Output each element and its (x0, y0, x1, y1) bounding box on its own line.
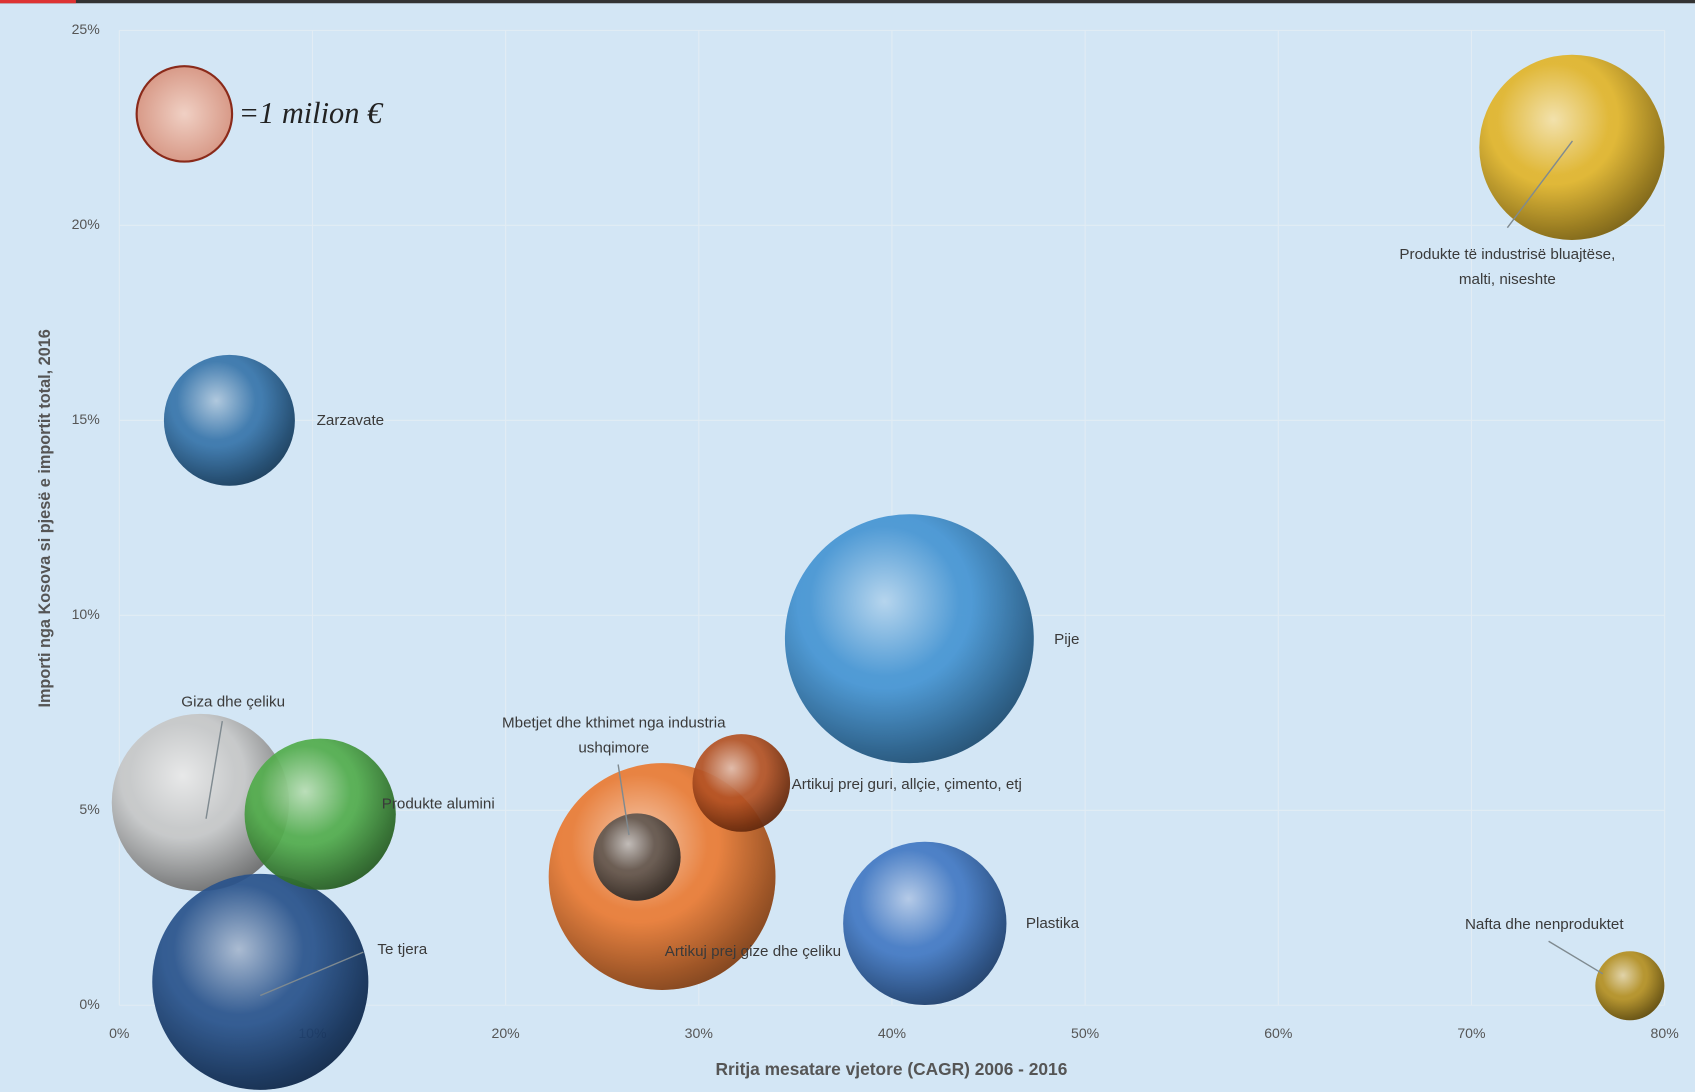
bubble-group (152, 873, 369, 1090)
bubble-group (843, 841, 1007, 1006)
bubble-group (1595, 951, 1665, 1021)
bubble-group (111, 713, 290, 892)
x-axis-title: Rritja mesatare vjetore (CAGR) 2006 - 20… (715, 1059, 1067, 1079)
leader-line (259, 951, 364, 997)
bubble-label: Mbetjet dhe kthimet nga industria (502, 714, 726, 731)
bubble-label: Te tjera (377, 941, 427, 958)
bubble-highlight (1595, 951, 1665, 1021)
bubble-highlight (111, 713, 290, 892)
bubble-highlight (1479, 54, 1665, 240)
bubble-label: Nafta dhe nenproduktet (1465, 916, 1624, 933)
bubble-group (692, 734, 791, 832)
x-tick-label: 40% (878, 1025, 907, 1041)
bubble-label: Plastika (1026, 915, 1080, 932)
bubble-label: malti, niseshte (1459, 271, 1556, 288)
y-axis-title: Importi nga Kosova si pjesë e importit t… (36, 329, 54, 707)
x-tick-label: 0% (109, 1025, 130, 1041)
leader-line (205, 721, 224, 819)
x-tick-label: 60% (1264, 1025, 1293, 1041)
top-bar-accent (0, 0, 76, 4)
bubble-highlight (784, 514, 1034, 764)
bubble-group (163, 354, 295, 486)
bubble-highlight (692, 734, 791, 832)
bubble-highlight (843, 841, 1007, 1006)
legend-label: =1 milion € (239, 96, 384, 130)
leader-line (1506, 140, 1574, 229)
y-tick-label: 15% (72, 411, 101, 427)
bubble-highlight (244, 738, 396, 890)
bubble-label: Artikuj prej gize dhe çeliku (665, 943, 841, 960)
legend-bubble (135, 65, 234, 163)
bubble-label: Zarzavate (317, 412, 384, 429)
bubble-group (593, 813, 681, 901)
leader-line (617, 764, 630, 836)
bubble-highlight (593, 813, 681, 901)
bubble-label: ushqimore (578, 739, 649, 756)
x-tick-label: 30% (685, 1025, 714, 1041)
y-tick-label: 5% (79, 801, 100, 817)
x-tick-label: 50% (1071, 1025, 1100, 1041)
bubble-highlight (163, 354, 295, 486)
y-tick-label: 25% (72, 21, 101, 37)
y-tick-label: 10% (72, 606, 101, 622)
x-tick-label: 70% (1457, 1025, 1486, 1041)
plot: 0%10%20%30%40%50%60%70%80%0%5%10%15%20%2… (72, 21, 1680, 1090)
bubble-label: Pije (1054, 631, 1079, 648)
bubble-label: Produkte alumini (382, 796, 495, 813)
bubble-group (784, 514, 1034, 764)
leader-line (1548, 940, 1604, 975)
top-bar (0, 0, 1695, 4)
y-tick-label: 0% (79, 996, 100, 1012)
bubble-label: Giza dhe çeliku (181, 694, 285, 711)
x-tick-label: 80% (1651, 1025, 1680, 1041)
bubble-label: Produkte të industrisë bluajtëse, (1399, 246, 1615, 263)
bubble-label: Artikuj prej guri, allçie, çimento, etj (792, 776, 1022, 793)
bubble-highlight (152, 873, 369, 1090)
x-tick-label: 20% (492, 1025, 521, 1041)
y-tick-label: 20% (72, 216, 101, 232)
bubble-group (1479, 54, 1665, 240)
bubble-group (244, 738, 396, 890)
